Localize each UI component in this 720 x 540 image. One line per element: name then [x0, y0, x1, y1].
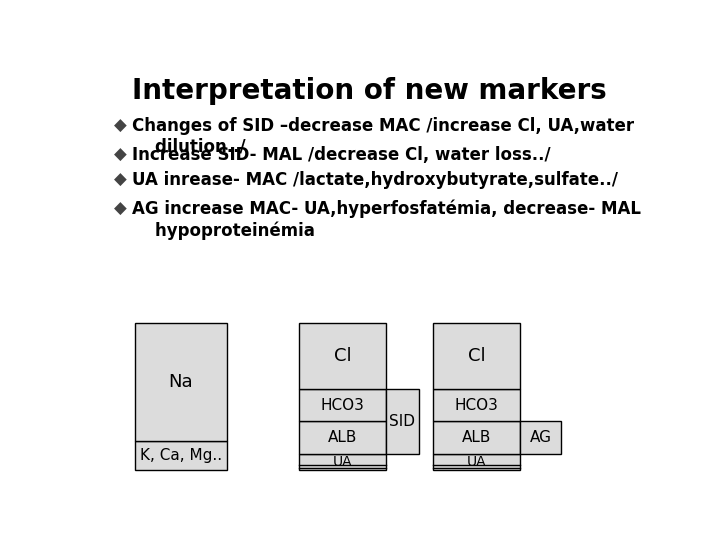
Text: Changes of SID –decrease MAC /increase Cl, UA,water
    dilution../: Changes of SID –decrease MAC /increase C…: [132, 117, 634, 156]
Bar: [433, 389, 520, 422]
Text: Cl: Cl: [333, 347, 351, 365]
Text: ALB: ALB: [328, 430, 357, 445]
Text: ◆: ◆: [114, 146, 127, 164]
Text: K, Ca, Mg..: K, Ca, Mg..: [140, 448, 222, 463]
Bar: [300, 454, 386, 470]
Text: HCO3: HCO3: [320, 398, 364, 413]
Text: HCO3: HCO3: [454, 398, 498, 413]
Bar: [433, 322, 520, 389]
Bar: [135, 441, 227, 470]
Bar: [300, 422, 386, 454]
Bar: [135, 322, 227, 441]
Text: ALB: ALB: [462, 430, 491, 445]
Bar: [520, 422, 561, 454]
Text: UA inrease- MAC /lactate,hydroxybutyrate,sulfate../: UA inrease- MAC /lactate,hydroxybutyrate…: [132, 171, 618, 189]
Text: Cl: Cl: [467, 347, 485, 365]
Bar: [386, 389, 418, 454]
Text: ◆: ◆: [114, 171, 127, 189]
Bar: [433, 454, 520, 470]
Bar: [433, 422, 520, 454]
Text: SID: SID: [390, 414, 415, 429]
Text: Interpretation of new markers: Interpretation of new markers: [132, 77, 606, 105]
Text: Increase SID- MAL /decrease Cl, water loss../: Increase SID- MAL /decrease Cl, water lo…: [132, 146, 551, 164]
Text: ◆: ◆: [114, 117, 127, 135]
Text: AG: AG: [529, 430, 552, 445]
Text: UA: UA: [467, 455, 486, 469]
Text: ◆: ◆: [114, 200, 127, 218]
Text: Na: Na: [168, 373, 193, 390]
Text: AG increase MAC- UA,hyperfosfatémia, decrease- MAL
    hypoproteinémia: AG increase MAC- UA,hyperfosfatémia, dec…: [132, 200, 641, 240]
Bar: [300, 322, 386, 389]
Text: UA: UA: [333, 455, 352, 469]
Bar: [300, 389, 386, 422]
